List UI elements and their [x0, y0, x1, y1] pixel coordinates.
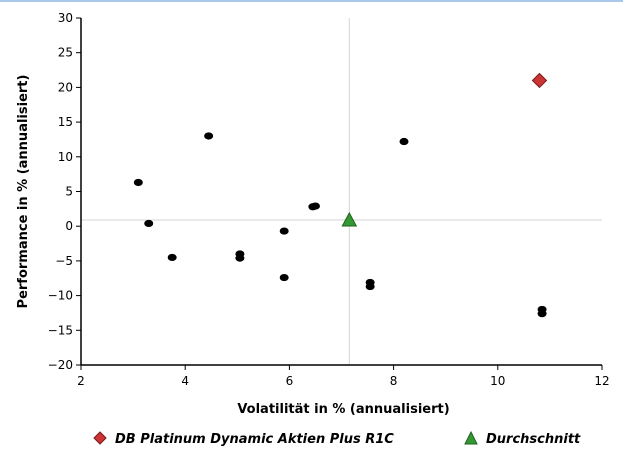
x-tick-label: 10 — [490, 374, 505, 388]
y-tick-label: 20 — [58, 80, 73, 94]
legend-label-fund: DB Platinum Dynamic Aktien Plus R1C — [115, 432, 394, 447]
y-tick-label: 25 — [58, 46, 73, 60]
legend-label-average: Durchschnitt — [486, 432, 581, 447]
data-point — [310, 202, 320, 210]
x-tick-label: 6 — [286, 374, 294, 388]
x-tick-label: 2 — [77, 374, 85, 388]
y-tick-label: −20 — [48, 358, 73, 372]
legend-marker-fund — [93, 431, 107, 445]
y-tick-label: −10 — [48, 289, 73, 303]
y-tick-label: 30 — [58, 11, 73, 25]
legend-marker-average — [464, 430, 478, 445]
y-tick-label: −15 — [48, 323, 73, 337]
axes — [76, 17, 603, 370]
data-point — [537, 310, 547, 318]
legend: DB Platinum Dynamic Aktien Plus R1C Durc… — [93, 430, 581, 447]
data-point-fund — [531, 72, 548, 89]
x-tick-label: 12 — [594, 374, 609, 388]
data-points — [133, 72, 548, 318]
tick-labels: 30 25 20 15 10 5 0 −5 −10 −15 −20 2 4 6 8 10 12 — [48, 11, 610, 388]
y-axis-title: Performance in % (annualisiert) — [16, 75, 31, 309]
y-tick-label: −5 — [55, 254, 73, 268]
x-tick-label: 4 — [181, 374, 189, 388]
data-point — [204, 132, 214, 140]
data-point-average — [341, 211, 358, 227]
data-point — [144, 219, 154, 228]
y-tick-label: 10 — [58, 150, 73, 164]
data-point — [279, 273, 289, 282]
data-point — [235, 254, 245, 262]
x-tick-label: 8 — [390, 374, 398, 388]
reference-lines — [81, 18, 602, 365]
y-tick-label: 5 — [65, 185, 73, 199]
y-tick-label: 0 — [65, 219, 73, 233]
x-axis-title: Volatilität in % (annualisiert) — [237, 402, 449, 417]
data-point — [365, 282, 375, 291]
data-point — [133, 178, 143, 187]
data-point — [399, 137, 409, 146]
data-point — [279, 227, 289, 235]
y-tick-label: 15 — [58, 115, 73, 129]
top-accent-strip — [0, 0, 623, 2]
data-point — [167, 253, 177, 262]
